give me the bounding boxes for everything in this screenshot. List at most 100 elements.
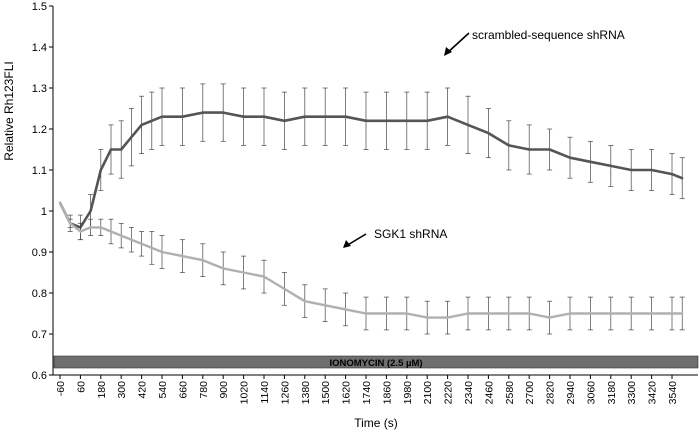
sgk1-annotation-arrow <box>345 233 367 247</box>
data-point <box>650 312 653 315</box>
data-point <box>507 144 510 147</box>
data-point <box>140 123 143 127</box>
data-point <box>324 115 327 118</box>
data-point <box>79 230 82 233</box>
data-point <box>201 259 204 262</box>
x-tick-label: 420 <box>137 381 149 399</box>
y-axis-title: Relative Rh123FLI <box>2 61 16 160</box>
data-point <box>140 242 143 245</box>
axes-layer <box>52 6 698 376</box>
x-tick-label: 780 <box>198 381 210 399</box>
data-point <box>89 209 92 213</box>
data-point <box>385 312 388 315</box>
x-tick-label: 60 <box>75 381 87 393</box>
data-point <box>681 177 684 180</box>
series-scrambled <box>58 83 685 241</box>
data-point <box>609 312 612 315</box>
x-tick-label: 2820 <box>545 381 557 405</box>
data-point <box>58 201 62 204</box>
x-tick-label: 2220 <box>443 381 455 405</box>
data-point <box>344 308 347 311</box>
sgk1-annotation-label: SGK1 shRNA <box>374 227 447 241</box>
data-point <box>630 312 633 315</box>
x-tick-label: 180 <box>96 381 108 399</box>
x-tick-label: 3540 <box>667 381 679 405</box>
data-point <box>324 304 327 307</box>
treatment-bar <box>53 355 699 369</box>
sgk1-annotation-arrowhead <box>343 240 351 248</box>
data-point <box>609 164 612 168</box>
ticks-layer: 0.6 0.7 0.8 0.9 1 1.1 1.2 1.3 1.4 1.5 -60 60 180 300 4… <box>32 1 679 404</box>
data-point <box>160 115 164 118</box>
data-point <box>487 131 490 135</box>
data-point <box>568 156 572 159</box>
x-tick-label: 1860 <box>381 381 393 405</box>
annotation-layer: scrambled-sequence shRNA SGK1 shRNA <box>343 28 625 248</box>
x-tick-label: 2100 <box>422 381 434 405</box>
data-point <box>681 312 684 315</box>
treatment-bar-label: IONOMYCIN (2.5 µM) <box>329 358 422 369</box>
data-point <box>303 300 306 303</box>
y-tick-label: 1 <box>41 206 47 218</box>
series-line-scrambled <box>58 111 683 229</box>
x-tick-label: 3300 <box>626 381 638 405</box>
data-point <box>446 316 449 319</box>
data-point <box>405 119 408 123</box>
data-point <box>528 148 531 151</box>
data-point <box>262 115 266 118</box>
x-tick-label: 2340 <box>463 381 475 405</box>
data-point <box>548 316 551 319</box>
scrambled-annotation-arrowhead <box>444 47 452 56</box>
y-tick-label: 0.9 <box>32 247 47 259</box>
x-tick-label: 1500 <box>320 381 332 405</box>
data-point <box>589 312 592 315</box>
data-point <box>426 316 429 319</box>
series-sgk1 <box>58 201 685 335</box>
data-point <box>181 254 184 258</box>
data-point <box>130 136 133 139</box>
data-point <box>130 238 133 241</box>
data-point <box>109 230 113 233</box>
x-tick-label: 2940 <box>565 381 577 405</box>
series-line-sgk1 <box>58 202 683 319</box>
y-tick-label: 1.2 <box>32 124 47 136</box>
y-tick-label: 1.3 <box>32 83 47 95</box>
data-point <box>650 168 653 172</box>
x-tick-label: 540 <box>157 381 169 399</box>
data-point <box>120 148 123 151</box>
data-point <box>466 312 470 315</box>
y-tick-label: 0.8 <box>32 288 47 300</box>
data-point <box>487 312 490 315</box>
x-tick-label: 1740 <box>361 381 373 405</box>
x-tick-label: 3420 <box>647 381 659 405</box>
x-tick-label: 2580 <box>504 381 516 405</box>
data-point <box>670 172 674 176</box>
data-point <box>670 312 674 315</box>
data-point <box>630 168 633 172</box>
x-tick-label: 1380 <box>300 381 312 405</box>
data-point <box>283 287 286 291</box>
data-point <box>507 312 510 315</box>
data-point <box>222 267 225 270</box>
data-point <box>181 115 184 118</box>
x-tick-label: 2460 <box>483 381 495 405</box>
y-tick-label: 1.4 <box>32 42 47 54</box>
x-tick-label: 1620 <box>341 381 353 405</box>
data-point <box>242 115 245 118</box>
data-point <box>568 312 572 315</box>
data-point <box>150 246 153 250</box>
data-point <box>364 119 368 123</box>
data-point <box>283 119 286 123</box>
y-tick-label: 0.6 <box>32 370 47 382</box>
data-point <box>222 111 225 114</box>
data-point <box>446 115 449 118</box>
data-point <box>364 312 368 315</box>
x-tick-label: 3180 <box>606 381 618 405</box>
scrambled-annotation-label: scrambled-sequence shRNA <box>472 28 625 42</box>
data-point <box>426 119 429 123</box>
data-point <box>344 115 347 118</box>
data-point <box>589 160 592 163</box>
y-tick-label: 0.7 <box>32 329 47 341</box>
